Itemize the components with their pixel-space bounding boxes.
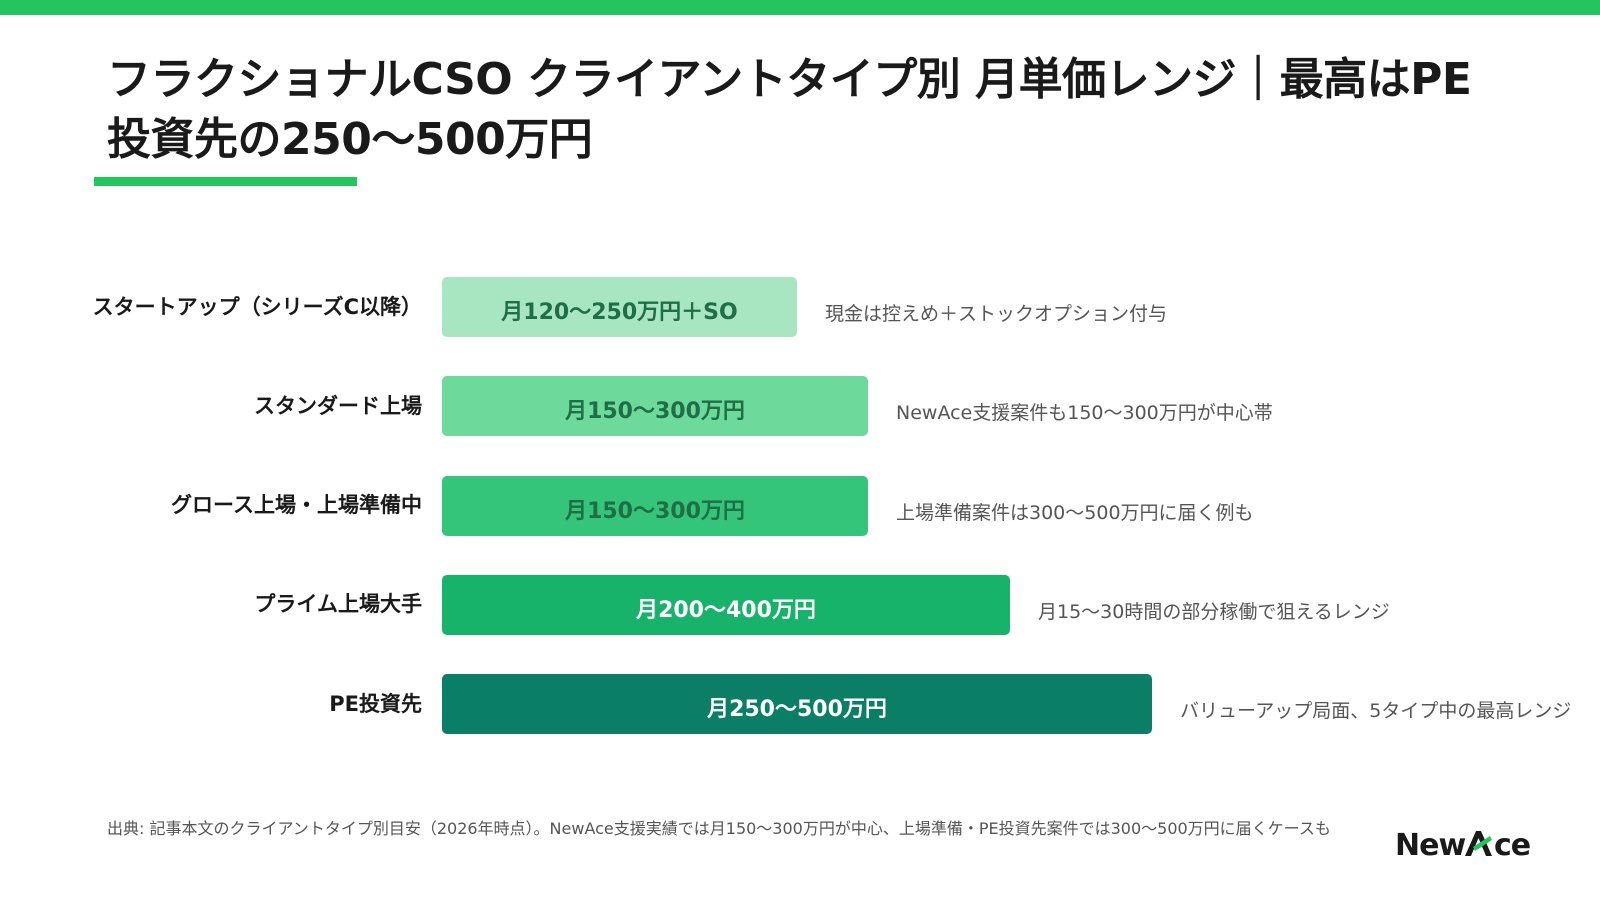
bar-value-label: 月150〜300万円: [565, 399, 745, 425]
logo-text-new: New: [1395, 828, 1465, 863]
newace-logo: New ce: [1395, 828, 1531, 863]
bar-annotation: 現金は控えめ＋ストックオプション付与: [825, 303, 1168, 325]
bar-annotation: 月15〜30時間の部分稼働で狙えるレンジ: [1038, 600, 1390, 623]
top-accent-bar: [0, 0, 1600, 15]
bar-value-label: 月250〜500万円: [707, 697, 887, 723]
category-label: スタンダード上場: [254, 393, 422, 418]
bar: [442, 277, 797, 337]
bar: [442, 674, 1152, 735]
page-title: フラクショナルCSO クライアントタイプ別 月単価レンジ｜最高はPE投資先の25…: [107, 54, 1472, 165]
bar: [442, 574, 1010, 635]
category-label: PE投資先: [329, 691, 422, 716]
bar: [442, 376, 868, 437]
bar-annotation: バリューアップ局面、5タイプ中の最高レンジ: [1180, 700, 1572, 723]
title-underline: [94, 177, 357, 186]
newace-a-logo-icon: [1465, 831, 1492, 856]
logo-text-ce: ce: [1494, 828, 1530, 863]
source-footnote: 出典: 記事本文のクライアントタイプ別目安（2026年時点）。NewAce支援実…: [107, 819, 1331, 838]
category-label: グロース上場・上場準備中: [171, 493, 422, 518]
bar-value-label: 月150〜300万円: [565, 498, 745, 524]
category-label: プライム上場大手: [254, 592, 422, 617]
bar-annotation: NewAce支援案件も150〜300万円が中心帯: [896, 402, 1273, 425]
category-label: スタートアップ（シリーズC以降）: [92, 294, 422, 319]
bar-value-label: 月200〜400万円: [636, 597, 816, 623]
bar: [442, 475, 868, 536]
bar-annotation: 上場準備案件は300〜500万円に届く例も: [896, 501, 1254, 524]
bar-value-label: 月120〜250万円＋SO: [501, 300, 738, 325]
